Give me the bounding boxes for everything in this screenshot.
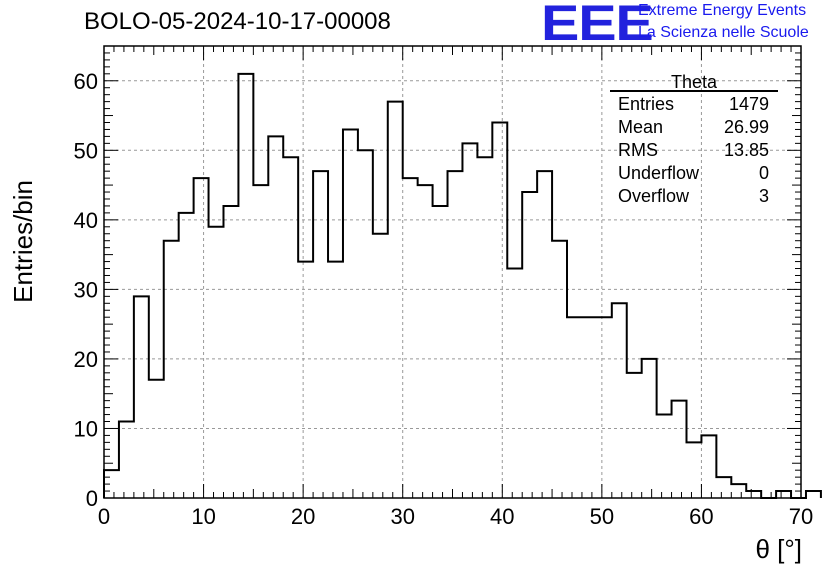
x-tick-label: 60 <box>689 504 713 529</box>
stats-title: Theta <box>671 72 718 92</box>
histogram-bin <box>403 178 418 498</box>
histogram-bin <box>567 317 582 498</box>
histogram-bin <box>731 484 746 498</box>
stats-label: Overflow <box>618 186 690 206</box>
stats-value: 26.99 <box>724 117 769 137</box>
plot-frame <box>103 45 802 499</box>
x-tick-label: 70 <box>789 504 813 529</box>
histogram-outline <box>103 72 822 499</box>
y-axis-label: Entries/bin <box>8 180 38 303</box>
histogram-bin <box>672 401 687 498</box>
histogram-bin <box>657 415 672 498</box>
histogram-bin <box>268 136 283 498</box>
histogram-bin <box>358 150 373 498</box>
stats-value: 1479 <box>729 94 769 114</box>
histogram-bin <box>522 192 537 498</box>
histogram-bin <box>253 185 268 498</box>
histogram-bins <box>104 74 821 498</box>
histogram-bin <box>194 178 209 498</box>
x-tick-label: 50 <box>590 504 614 529</box>
x-tick-label: 40 <box>490 504 514 529</box>
x-tick-label: 20 <box>291 504 315 529</box>
y-tick-label: 20 <box>74 347 98 372</box>
x-axis-label: θ [°] <box>755 534 802 564</box>
histogram-bin <box>701 435 716 498</box>
y-tick-label: 50 <box>74 138 98 163</box>
y-tick-label: 0 <box>86 486 98 511</box>
histogram-bin <box>627 373 642 498</box>
x-tick-label: 10 <box>191 504 215 529</box>
x-tick-label: 0 <box>98 504 110 529</box>
y-tick-label: 10 <box>74 416 98 441</box>
histogram-bin <box>582 317 597 498</box>
histogram-bin <box>776 491 791 498</box>
histogram-bin <box>298 262 313 498</box>
eee-logo: EEE <box>541 0 654 51</box>
y-tick-label: 40 <box>74 208 98 233</box>
histogram-bin <box>612 303 627 498</box>
histogram-bin <box>343 129 358 498</box>
histogram-bin <box>373 234 388 498</box>
histogram-bin <box>164 241 179 498</box>
stats-label: Mean <box>618 117 663 137</box>
y-tick-label: 30 <box>74 277 98 302</box>
stats-value: 13.85 <box>724 140 769 160</box>
histogram-bin <box>134 296 149 498</box>
histogram-bin <box>806 491 821 498</box>
histogram-bin <box>492 122 507 498</box>
histogram-bin <box>597 317 612 498</box>
histogram-bin <box>746 491 761 498</box>
histogram-bin <box>209 227 224 498</box>
histogram-bin <box>433 206 448 498</box>
stats-label: Entries <box>618 94 674 114</box>
histogram-bin <box>238 74 253 498</box>
stats-label: RMS <box>618 140 658 160</box>
histogram-bin <box>388 102 403 498</box>
histogram-bin <box>328 262 343 498</box>
stats-value: 3 <box>759 186 769 206</box>
histogram-bin <box>477 157 492 498</box>
histogram-bin <box>507 269 522 498</box>
stats-value: 0 <box>759 163 769 183</box>
y-tick-label: 60 <box>74 69 98 94</box>
grid-lines <box>104 46 801 498</box>
histogram-bin <box>223 206 238 498</box>
histogram-bin <box>179 213 194 498</box>
histogram-bin <box>149 380 164 498</box>
x-tick-label: 30 <box>390 504 414 529</box>
histogram-bin <box>686 442 701 498</box>
histogram-title: BOLO-05-2024-10-17-00008 <box>84 8 391 35</box>
stats-label: Underflow <box>618 163 700 183</box>
axes-frame <box>103 45 802 499</box>
logo-line-2: La Scienza nelle Scuole <box>638 24 809 41</box>
histogram-bin <box>716 477 731 498</box>
histogram-bin <box>418 185 433 498</box>
histogram-bin <box>642 359 657 498</box>
logo-line-1: Extreme Energy Events <box>638 2 807 19</box>
histogram-bin <box>552 241 567 498</box>
histogram-bin <box>462 143 477 498</box>
histogram-bin <box>119 422 134 498</box>
histogram-bin <box>283 157 298 498</box>
